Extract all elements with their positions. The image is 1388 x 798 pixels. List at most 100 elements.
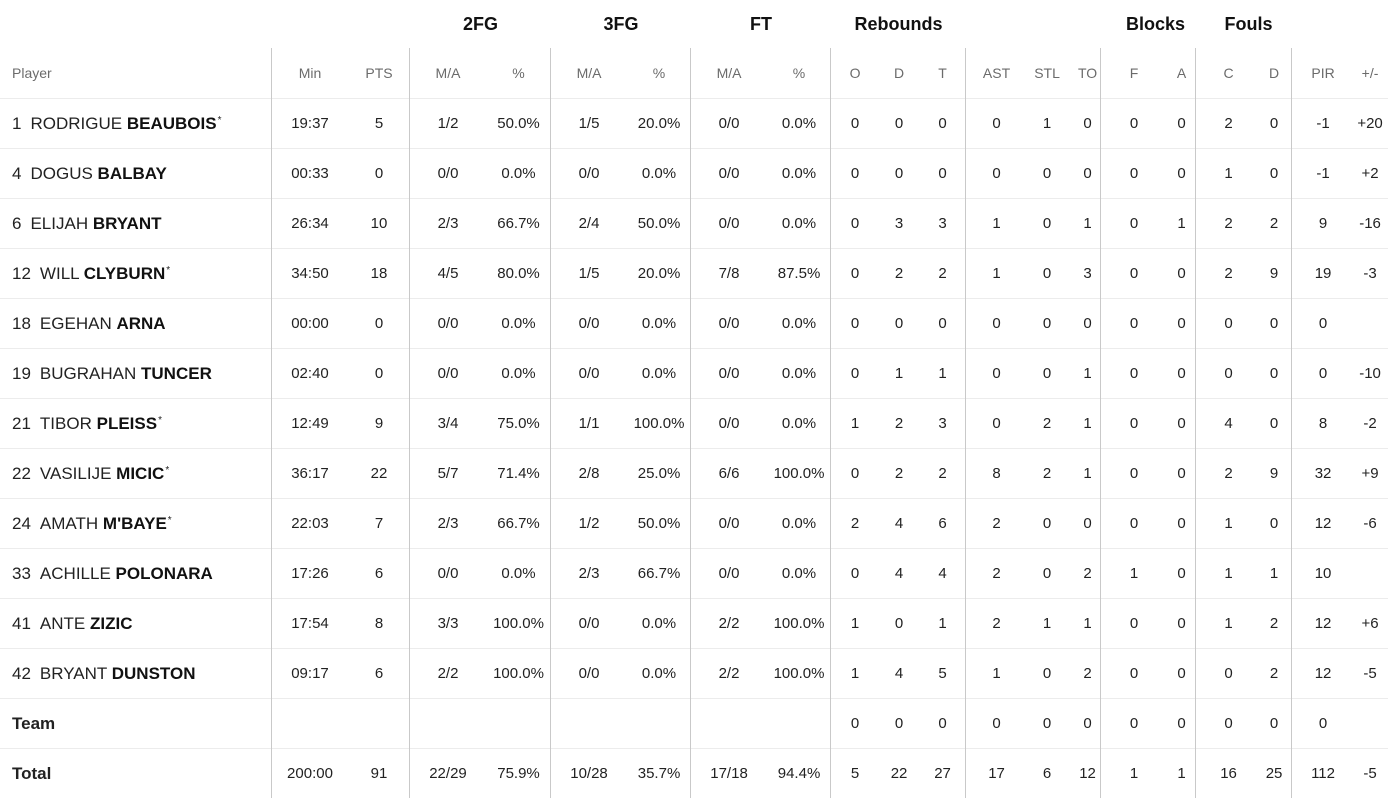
3fg-made-attempted-cell: 1/5 xyxy=(551,98,628,149)
turnovers-cell: 0 xyxy=(1067,148,1109,199)
col-header-3fg-pct[interactable]: % xyxy=(652,65,666,81)
player-name-cell[interactable]: 33 ACHILLE POLONARA xyxy=(0,548,272,599)
points-cell: 5 xyxy=(348,98,410,149)
ft-made-attempted-cell: 0/0 xyxy=(691,98,768,149)
2fg-made-attempted-cell: 0/0 xyxy=(410,148,486,199)
2fg-pct-cell: 50.0% xyxy=(486,98,552,149)
ft-made-attempted-cell: 0/0 xyxy=(691,298,768,349)
player-last-name: POLONARA xyxy=(115,563,213,583)
player-name-cell[interactable]: 24 AMATH M'BAYE* xyxy=(0,498,272,549)
jersey-number: 1 xyxy=(12,113,22,133)
player-name-cell[interactable]: 22 VASILIJE MICIC* xyxy=(0,448,272,499)
group-header-rebounds: Rebounds xyxy=(854,13,943,34)
assists-cell: 1 xyxy=(966,248,1028,299)
2fg-pct-cell: 0.0% xyxy=(486,348,552,399)
blocks-favor-cell: 0 xyxy=(1108,698,1161,749)
player-row: 1 RODRIGUE BEAUBOIS* 19:37 5 1/2 50.0% 1/5 20.0… xyxy=(0,98,1388,149)
steals-cell: 0 xyxy=(1027,698,1068,749)
minutes-cell: 26:34 xyxy=(272,198,348,249)
ft-made-attempted-cell: 6/6 xyxy=(691,448,768,499)
player-first-name: EGEHAN xyxy=(39,313,112,333)
col-header-pts[interactable]: PTS xyxy=(365,65,393,81)
blocks-against-cell: 0 xyxy=(1160,98,1204,149)
fouls-drawn-cell: 2 xyxy=(1254,198,1295,249)
player-first-name: VASILIJE xyxy=(39,463,112,483)
team-row: Team 0 0 0 0 0 0 0 0 0 0 0 xyxy=(0,698,1388,749)
3fg-pct-cell: 20.0% xyxy=(627,98,692,149)
jersey-number: 18 xyxy=(12,313,31,333)
player-name-cell[interactable]: 19 BUGRAHAN TUNCER xyxy=(0,348,272,399)
plus-minus-cell: -2 xyxy=(1352,398,1388,449)
group-header-blank xyxy=(0,0,410,48)
blocks-favor-cell: 0 xyxy=(1108,98,1161,149)
col-header-reb-d[interactable]: D xyxy=(893,65,905,81)
2fg-made-attempted-cell: 0/0 xyxy=(410,348,486,399)
minutes-cell: 02:40 xyxy=(272,348,348,399)
pir-cell: 112 xyxy=(1294,748,1353,798)
2fg-made-attempted-cell: 1/2 xyxy=(410,98,486,149)
col-header-blk-a[interactable]: A xyxy=(1176,65,1187,81)
steals-cell: 6 xyxy=(1027,748,1068,798)
def-rebounds-cell: 4 xyxy=(879,548,920,599)
fouls-drawn-cell: 0 xyxy=(1254,148,1295,199)
ft-pct-cell: 0.0% xyxy=(767,148,832,199)
steals-cell: 0 xyxy=(1027,498,1068,549)
player-name-cell[interactable]: 18 EGEHAN ARNA xyxy=(0,298,272,349)
group-header-blank-2 xyxy=(966,0,1108,48)
ft-pct-cell: 0.0% xyxy=(767,398,832,449)
points-cell: 6 xyxy=(348,648,410,699)
3fg-made-attempted-cell: 2/3 xyxy=(551,548,628,599)
steals-cell: 1 xyxy=(1027,598,1068,649)
player-name-cell[interactable]: 41 ANTE ZIZIC xyxy=(0,598,272,649)
plus-minus-cell xyxy=(1352,298,1388,349)
player-first-name: TIBOR xyxy=(39,413,92,433)
player-name-cell[interactable]: 21 TIBOR PLEISS* xyxy=(0,398,272,449)
col-header-foul-d[interactable]: D xyxy=(1268,65,1280,81)
col-header-3fg-ma[interactable]: M/A xyxy=(576,65,602,81)
column-divider xyxy=(409,48,410,798)
player-name-cell[interactable]: 1 RODRIGUE BEAUBOIS* xyxy=(0,98,272,149)
col-header-reb-o[interactable]: O xyxy=(849,65,861,81)
col-header-to[interactable]: TO xyxy=(1077,65,1098,81)
col-header-foul-c[interactable]: C xyxy=(1223,65,1234,81)
col-header-2fg-ma[interactable]: M/A xyxy=(435,65,461,81)
col-header-player[interactable]: Player xyxy=(12,65,52,81)
total-rebounds-cell: 2 xyxy=(919,448,967,499)
pir-cell: 12 xyxy=(1294,498,1353,549)
ft-made-attempted-cell: 2/2 xyxy=(691,598,768,649)
player-name-cell[interactable]: 12 WILL CLYBURN* xyxy=(0,248,272,299)
col-header-ft-pct[interactable]: % xyxy=(792,65,806,81)
def-rebounds-cell: 0 xyxy=(879,698,920,749)
total-rebounds-cell: 4 xyxy=(919,548,967,599)
col-header-ast[interactable]: AST xyxy=(982,65,1011,81)
col-header-ft-ma[interactable]: M/A xyxy=(716,65,742,81)
col-header-2fg-pct[interactable]: % xyxy=(512,65,525,81)
col-header-stl[interactable]: STL xyxy=(1034,65,1060,81)
player-name-cell[interactable]: 6 ELIJAH BRYANT xyxy=(0,198,272,249)
col-header-plus-minus[interactable]: +/- xyxy=(1361,65,1379,81)
def-rebounds-cell: 3 xyxy=(879,198,920,249)
def-rebounds-cell: 0 xyxy=(879,148,920,199)
col-header-reb-t[interactable]: T xyxy=(938,65,947,81)
2fg-pct-cell: 75.0% xyxy=(486,398,552,449)
ft-pct-cell xyxy=(767,698,832,749)
3fg-pct-cell: 66.7% xyxy=(627,548,692,599)
fouls-committed-cell: 0 xyxy=(1203,648,1255,699)
3fg-pct-cell: 100.0% xyxy=(627,398,692,449)
assists-cell: 0 xyxy=(966,348,1028,399)
ft-made-attempted-cell: 0/0 xyxy=(691,498,768,549)
off-rebounds-cell: 0 xyxy=(831,548,880,599)
fouls-drawn-cell: 2 xyxy=(1254,598,1295,649)
player-name-cell[interactable]: 4 DOGUS BALBAY xyxy=(0,148,272,199)
plus-minus-cell: +2 xyxy=(1352,148,1388,199)
player-first-name: ACHILLE xyxy=(39,563,111,583)
col-header-min[interactable]: Min xyxy=(298,65,322,81)
plus-minus-cell: +6 xyxy=(1352,598,1388,649)
player-name-cell[interactable]: 42 BRYANT DUNSTON xyxy=(0,648,272,699)
col-header-pir[interactable]: PIR xyxy=(1311,65,1335,81)
col-header-blk-f[interactable]: F xyxy=(1129,65,1139,81)
blocks-against-cell: 0 xyxy=(1160,148,1204,199)
minutes-cell: 00:00 xyxy=(272,298,348,349)
ft-made-attempted-cell: 0/0 xyxy=(691,148,768,199)
